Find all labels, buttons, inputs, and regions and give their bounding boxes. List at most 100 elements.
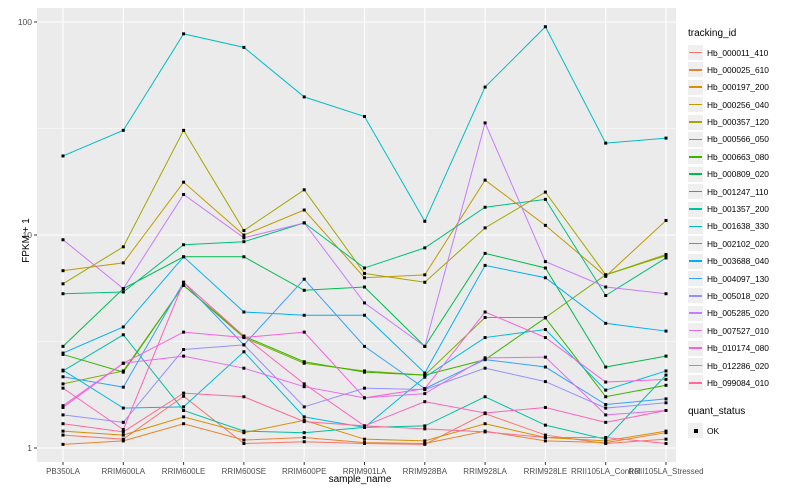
data-point (121, 325, 125, 329)
legend-item-label: Hb_003688_040 (707, 256, 769, 267)
data-point (61, 386, 65, 390)
data-point (61, 282, 65, 286)
data-point (604, 420, 608, 424)
legend-item-label: Hb_099084_010 (707, 377, 769, 388)
data-point (543, 276, 547, 280)
x-tick-label: RRII105LA_Control (571, 467, 641, 476)
data-point (483, 85, 487, 89)
y-axis-title: FPKM + 1 (20, 218, 32, 263)
data-point (604, 365, 608, 369)
legend-item-label: Hb_005018_020 (707, 290, 769, 301)
data-point (182, 128, 186, 132)
data-point (543, 197, 547, 201)
legend-item-label: Hb_000663_080 (707, 151, 769, 162)
data-point (604, 285, 608, 289)
line-swatch-icon (689, 103, 702, 106)
data-point (543, 190, 547, 194)
data-point (423, 246, 427, 250)
legend-key-box (688, 288, 703, 304)
data-point (302, 360, 306, 364)
data-point (121, 290, 125, 294)
data-point (242, 233, 246, 237)
legend-key-box (688, 358, 703, 374)
legend-item: Hb_001638_330 (688, 218, 800, 234)
data-point (483, 205, 487, 209)
data-point (242, 255, 246, 259)
data-point (182, 422, 186, 426)
data-point (604, 273, 608, 277)
x-tick-label: RRIM928LA (463, 467, 507, 476)
line-swatch-icon (689, 277, 702, 280)
data-point (182, 192, 186, 196)
data-point (423, 280, 427, 284)
legend-key-box (688, 305, 703, 321)
x-tick-label: RRIM928BA (403, 467, 448, 476)
data-point (483, 366, 487, 370)
data-point (182, 180, 186, 184)
data-point (483, 315, 487, 319)
square-point-icon (693, 428, 698, 433)
data-point (543, 260, 547, 264)
x-tick-label: RRIM600LE (162, 467, 206, 476)
legend-item-label: Hb_000809_020 (707, 169, 769, 180)
data-point (242, 350, 246, 354)
data-point (543, 336, 547, 340)
data-point (121, 128, 125, 132)
line-swatch-icon (689, 68, 702, 71)
data-point (242, 395, 246, 399)
data-point (363, 266, 366, 270)
data-point (182, 405, 186, 409)
data-point (182, 255, 186, 259)
legend-item: Hb_000566_050 (688, 131, 800, 147)
legend-item: Hb_001247_110 (688, 184, 800, 200)
legend-item-label: Hb_001638_330 (707, 221, 769, 232)
data-point (543, 439, 547, 443)
data-point (121, 428, 125, 432)
data-point (363, 285, 366, 289)
legend-item: Hb_000197_200 (688, 79, 800, 95)
data-point (423, 424, 427, 428)
data-point (483, 422, 487, 426)
data-point (483, 430, 487, 434)
data-point (664, 292, 668, 296)
data-point (664, 441, 668, 445)
data-point (483, 411, 487, 415)
data-point (423, 344, 427, 348)
data-point (121, 385, 125, 389)
data-point (121, 245, 125, 249)
data-point (302, 415, 306, 419)
data-point (302, 277, 306, 281)
legend-item-label: Hb_001247_110 (707, 186, 769, 197)
data-point (242, 429, 246, 433)
data-point (61, 404, 65, 408)
data-point (302, 385, 306, 389)
data-point (604, 439, 608, 443)
data-point (543, 405, 547, 409)
x-tick-label: RRII105LA_Stressed (628, 467, 703, 476)
line-swatch-icon (689, 260, 702, 262)
data-point (543, 266, 547, 270)
data-point (302, 330, 306, 334)
line-swatch-icon (689, 173, 702, 175)
data-point (242, 366, 246, 370)
data-point (61, 413, 65, 417)
data-point (604, 380, 608, 384)
data-point (483, 336, 487, 340)
data-point (483, 395, 487, 399)
legend-item: Hb_099084_010 (688, 375, 800, 391)
data-point (302, 208, 306, 212)
legend-item-label: Hb_000025_610 (707, 64, 769, 75)
data-point (121, 437, 125, 441)
data-point (543, 355, 547, 359)
data-point (242, 438, 246, 442)
legend-item: Hb_010174_080 (688, 340, 800, 356)
data-point (363, 396, 366, 400)
data-point (242, 240, 246, 244)
data-point (604, 388, 608, 392)
legend-key-box (688, 114, 703, 130)
legend-key-box (688, 340, 703, 356)
data-point (61, 405, 65, 409)
legend-item: Hb_004097_130 (688, 271, 800, 287)
legend-item: Hb_005018_020 (688, 288, 800, 304)
